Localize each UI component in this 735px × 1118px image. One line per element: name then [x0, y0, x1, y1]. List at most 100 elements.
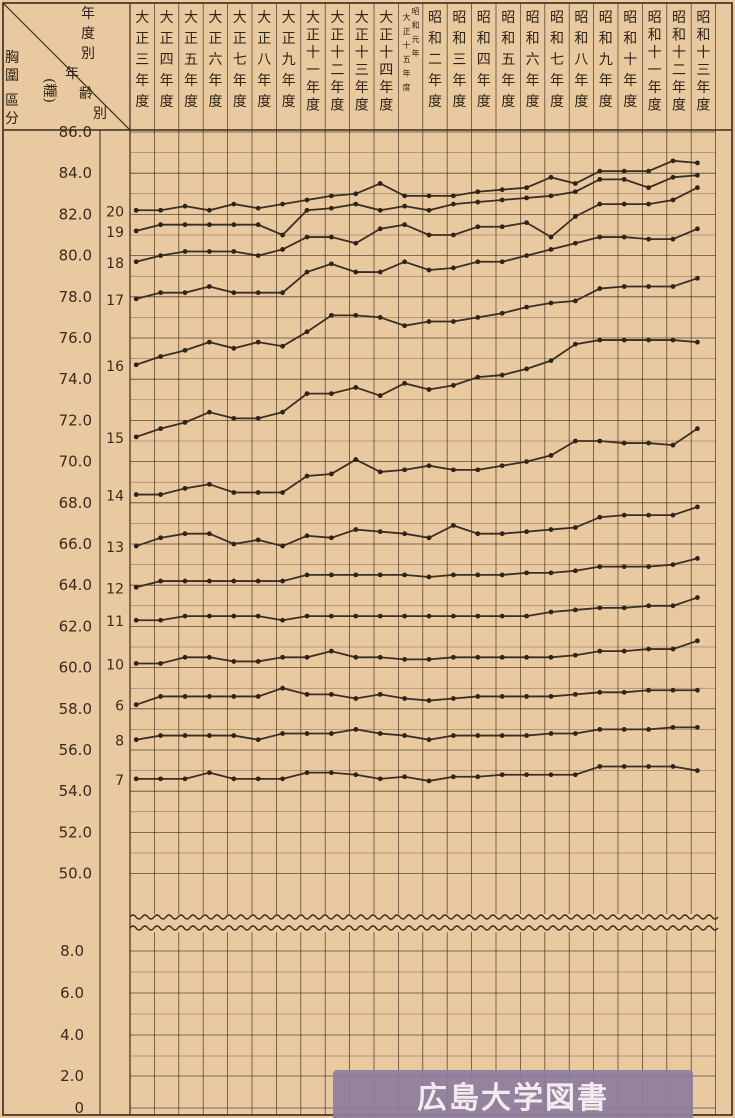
data-point: [451, 572, 456, 578]
data-point: [548, 193, 554, 199]
data-point: [524, 220, 529, 226]
series-line-12: [135, 557, 698, 589]
year-label-char: 昭: [696, 10, 710, 26]
data-point: [646, 236, 651, 242]
data-point: [695, 339, 700, 345]
data-point: [695, 687, 700, 693]
data-point: [695, 172, 700, 178]
data-point: [475, 467, 481, 473]
data-point: [255, 205, 261, 211]
series-lines: [133, 158, 700, 784]
year-label-char: 昭: [574, 10, 588, 26]
year-label-char: 和: [574, 31, 588, 47]
data-point: [426, 656, 432, 662]
data-point: [231, 290, 237, 296]
data-point: [402, 193, 407, 199]
year-label-char: 正: [403, 27, 411, 36]
data-point: [353, 572, 359, 578]
y-tick-label: 78.0: [59, 288, 92, 306]
y-tick-label: 8.0: [60, 942, 84, 960]
data-point: [695, 595, 700, 600]
data-point: [231, 541, 237, 547]
data-point: [231, 249, 237, 254]
year-label-char: 昭: [501, 10, 515, 26]
year-label-char: 正: [233, 31, 247, 47]
year-label-char: 度: [501, 94, 515, 110]
data-point: [695, 768, 700, 773]
data-point: [182, 531, 188, 537]
data-point: [524, 529, 529, 535]
data-point: [231, 659, 237, 664]
data-point: [280, 201, 285, 207]
data-point: [573, 772, 578, 778]
year-label-char: 年: [208, 73, 222, 89]
data-point: [353, 201, 359, 207]
data-point: [646, 687, 651, 693]
data-point: [304, 533, 310, 539]
y-tick-label: 66.0: [59, 535, 92, 553]
year-label-char: 度: [428, 94, 442, 110]
y-tick-label: 72.0: [59, 411, 92, 429]
data-point: [548, 358, 554, 364]
data-point: [207, 578, 212, 584]
data-point: [597, 689, 603, 695]
year-label-char: 度: [184, 94, 198, 110]
data-point: [304, 197, 310, 203]
data-point: [621, 564, 627, 570]
data-point: [280, 490, 285, 495]
unit-label: (糎): [41, 78, 57, 103]
data-point: [353, 696, 359, 701]
data-point: [475, 613, 481, 619]
data-point: [524, 195, 529, 201]
series-line-15: [135, 339, 698, 438]
data-point: [231, 415, 237, 421]
year-label-char: 度: [623, 94, 637, 110]
data-point: [329, 205, 334, 211]
data-point: [524, 304, 529, 310]
year-label-char: 和: [672, 28, 686, 44]
data-point: [231, 201, 237, 207]
data-point: [426, 463, 432, 469]
data-point: [451, 382, 456, 388]
data-point: [182, 222, 188, 228]
data-point: [304, 770, 310, 776]
data-point: [573, 438, 578, 444]
year-label-char: 度: [330, 98, 344, 114]
year-label-char: 年: [452, 73, 466, 89]
series-line-6: [135, 687, 698, 706]
year-label-char: 十: [403, 40, 411, 50]
data-point: [402, 733, 407, 738]
data-point: [304, 391, 310, 397]
girth-label-char: 圍: [5, 68, 19, 84]
year-label-char: 昭: [550, 10, 564, 26]
data-point: [402, 467, 407, 473]
data-point: [158, 535, 164, 541]
data-point: [695, 638, 700, 644]
data-point: [231, 222, 237, 228]
data-point: [524, 570, 529, 576]
stamp-background: [333, 1070, 693, 1118]
y-tick-label: 54.0: [59, 782, 92, 800]
data-point: [353, 240, 359, 246]
header-diagonal: [2, 2, 131, 131]
year-label-char: 和: [428, 31, 442, 47]
year-axis-char: 別: [81, 46, 95, 62]
year-label-char: 和: [550, 31, 564, 47]
axis-break: [129, 914, 719, 932]
data-point: [133, 737, 139, 743]
series-label: 15: [106, 431, 124, 447]
data-point: [646, 727, 651, 732]
axis-break-wave: [129, 925, 719, 931]
year-label-char: 年: [672, 80, 686, 96]
data-point: [646, 440, 651, 446]
data-point: [158, 492, 164, 497]
year-label-char: 三: [452, 52, 466, 68]
data-point: [280, 343, 285, 349]
data-point: [377, 776, 383, 782]
data-point: [133, 228, 139, 234]
year-label-char: 三: [135, 52, 149, 68]
data-point: [573, 341, 578, 347]
data-point: [207, 481, 212, 487]
data-point: [621, 648, 627, 654]
